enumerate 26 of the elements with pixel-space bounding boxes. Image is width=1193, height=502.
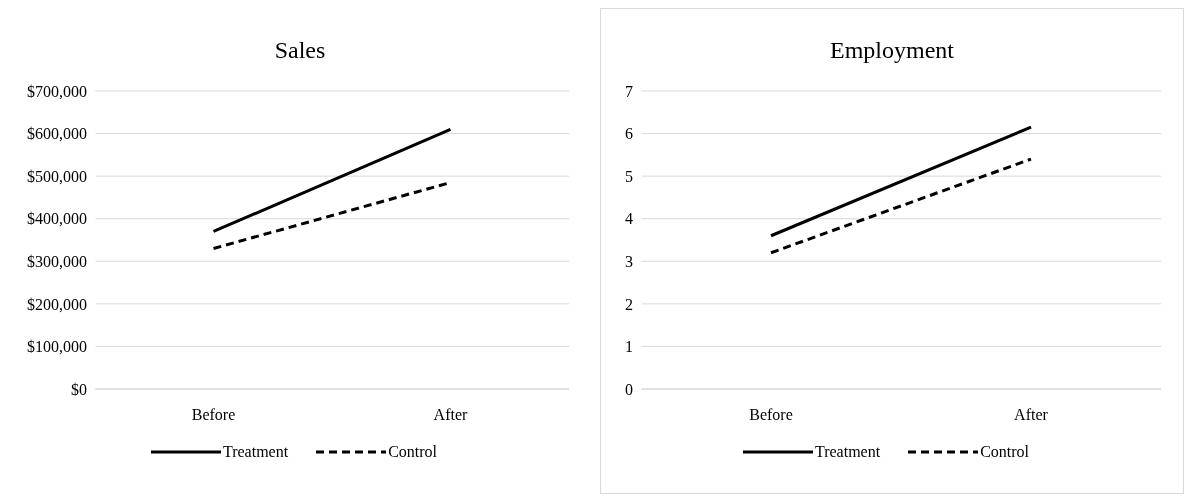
y-tick-label: 4	[625, 210, 633, 228]
y-tick-label: 5	[625, 167, 633, 185]
y-tick-label: 0	[625, 380, 633, 398]
y-tick-label: $600,000	[27, 125, 87, 143]
x-tick-label: After	[1014, 406, 1049, 424]
y-tick-label: $700,000	[27, 82, 87, 100]
y-tick-label: $200,000	[27, 295, 87, 313]
y-tick-label: $0	[71, 380, 87, 398]
legend-label: Control	[980, 443, 1030, 461]
x-tick-label: After	[433, 406, 469, 424]
y-tick-label: 3	[625, 252, 633, 270]
y-tick-label: $500,000	[27, 167, 87, 185]
y-tick-label: 2	[625, 295, 633, 313]
y-tick-label: $100,000	[27, 338, 87, 356]
chart-title: Employment	[829, 37, 955, 65]
chart-title: Sales	[273, 37, 327, 65]
legend-label: Treatment	[814, 443, 881, 461]
x-tick-label: Before	[749, 406, 793, 424]
y-tick-label: 6	[625, 125, 633, 143]
legend-label: Control	[388, 443, 438, 461]
legend-label: Treatment	[222, 443, 289, 461]
y-tick-label: 1	[625, 338, 633, 356]
y-tick-label: $300,000	[27, 252, 87, 270]
y-tick-label: $400,000	[27, 210, 87, 228]
y-tick-label: 7	[625, 82, 633, 100]
x-tick-label: Before	[191, 406, 236, 424]
